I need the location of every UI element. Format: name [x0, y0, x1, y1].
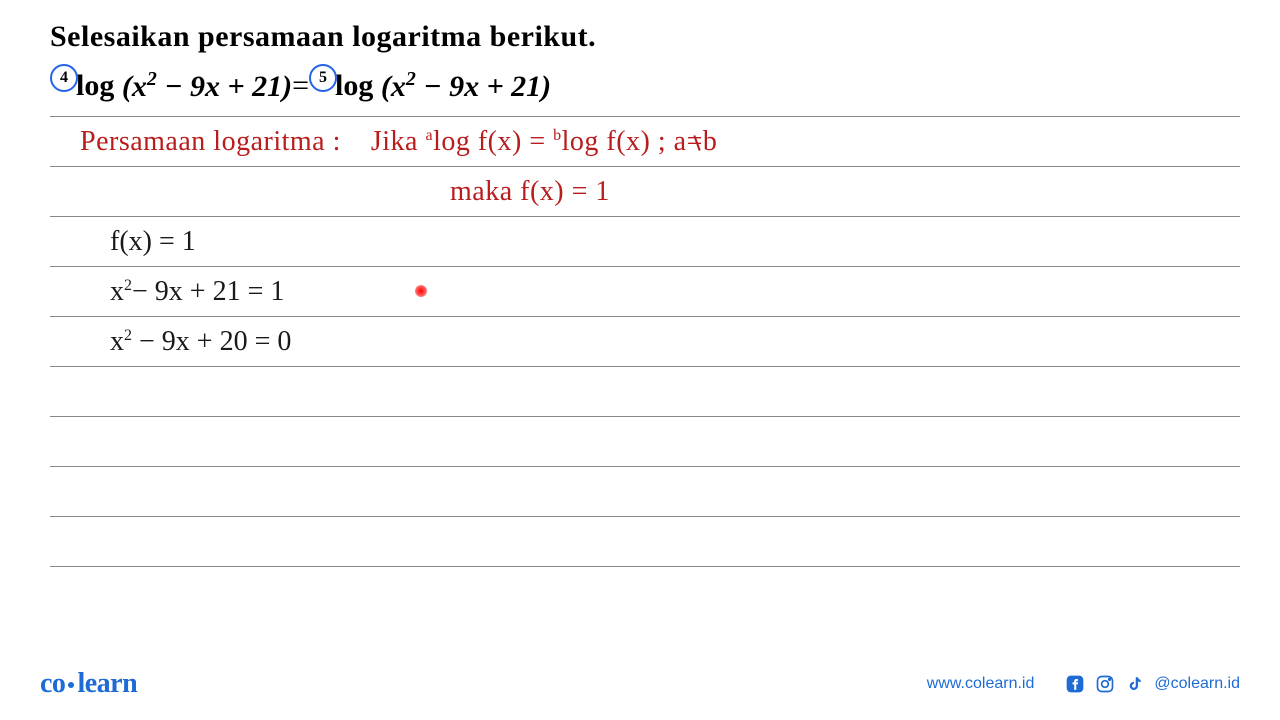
- laser-pointer-dot: [415, 285, 427, 297]
- social-handle: @colearn.id: [1154, 675, 1240, 693]
- equation: 4 log (x2 − 9x + 21) = 5 log (x2 − 9x + …: [50, 64, 1240, 108]
- hw-line4: x2− 9x + 21 = 1: [110, 276, 284, 308]
- hw-line1-right: Jika alog f(x) = blog f(x) ; a=b: [371, 126, 718, 158]
- hw-line1-left: Persamaan logaritma :: [80, 126, 341, 158]
- instagram-icon: [1094, 673, 1116, 695]
- equals: =: [292, 69, 309, 103]
- base-circle-2: 5: [309, 64, 337, 92]
- social-links: @colearn.id: [1064, 673, 1240, 695]
- problem-title: Selesaikan persamaan logaritma berikut.: [50, 20, 1240, 54]
- expr-2: (x2 − 9x + 21): [381, 68, 551, 104]
- hw-line2: maka f(x) = 1: [450, 176, 610, 208]
- log-1: log: [76, 69, 114, 103]
- ruled-paper: Persamaan logaritma : Jika alog f(x) = b…: [50, 116, 1240, 617]
- tiktok-icon: [1124, 673, 1146, 695]
- brand-logo: colearn: [40, 668, 137, 700]
- website-url: www.colearn.id: [927, 675, 1035, 693]
- expr-1: (x2 − 9x + 21): [122, 68, 292, 104]
- base-circle-1: 4: [50, 64, 78, 92]
- hw-line3: f(x) = 1: [110, 226, 196, 258]
- hw-line5: x2 − 9x + 20 = 0: [110, 326, 291, 358]
- footer: colearn www.colearn.id @colearn.id: [0, 668, 1280, 700]
- facebook-icon: [1064, 673, 1086, 695]
- log-2: log: [335, 69, 373, 103]
